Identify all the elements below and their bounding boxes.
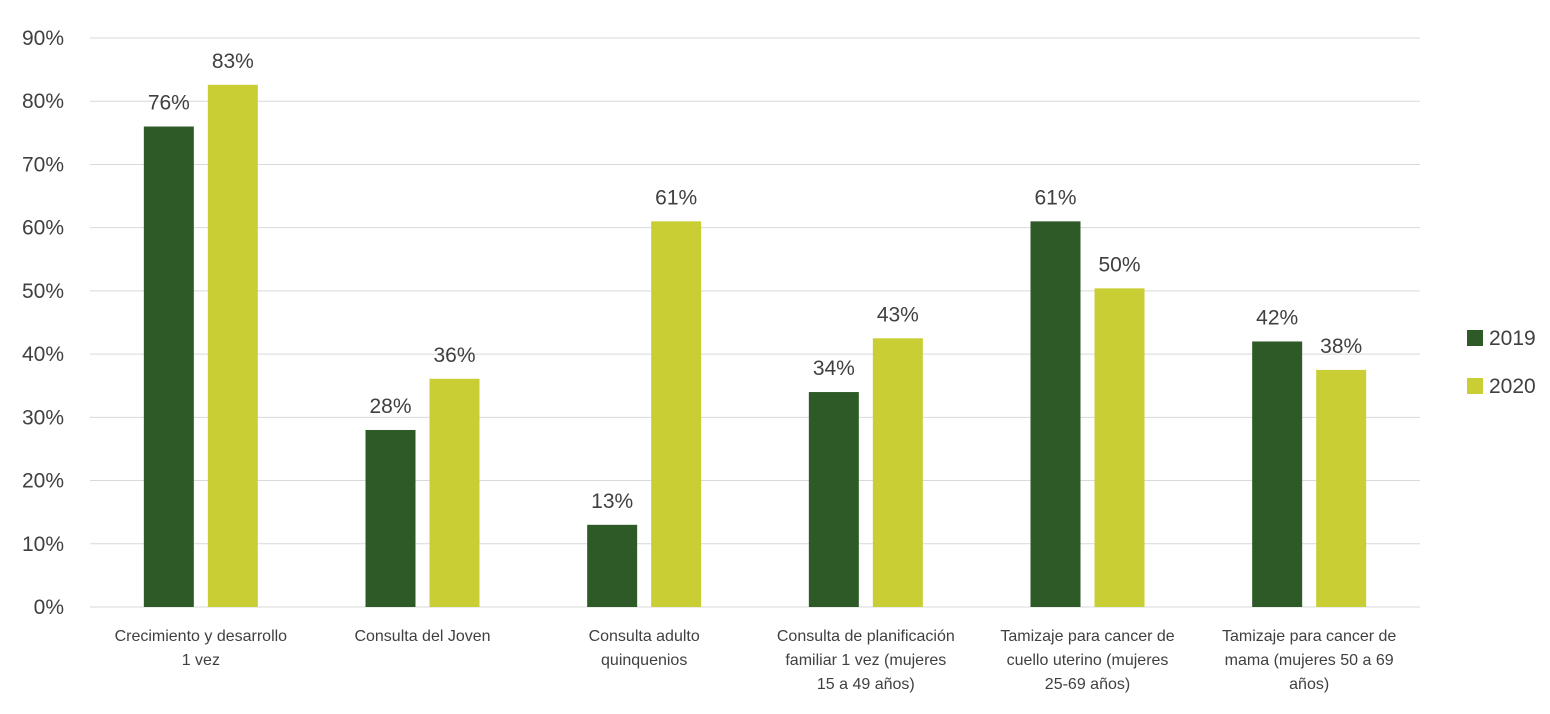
y-tick-label: 90%	[22, 27, 64, 50]
data-label: 61%	[1034, 186, 1076, 209]
category-label: Consulta del Joven	[354, 628, 490, 645]
bar-2019-1	[365, 429, 416, 607]
category-label: familiar 1 vez (mujeres	[785, 652, 946, 669]
bar-2020-0	[207, 84, 258, 608]
category-label: quinquenios	[601, 652, 687, 669]
data-label: 61%	[655, 186, 697, 209]
y-tick-label: 40%	[22, 343, 64, 366]
data-labels: 76% 28% 13% 34% 61% 42% 83% 36% 61% 43% 50% 38%	[148, 50, 1362, 513]
category-label: mama (mujeres 50 a 69	[1225, 652, 1394, 669]
bars	[143, 84, 1367, 608]
category-label: 25-69 años)	[1045, 676, 1130, 693]
legend-swatch-2019	[1467, 330, 1483, 346]
data-label: 50%	[1098, 253, 1140, 276]
legend-label: 2019	[1489, 327, 1536, 350]
gridlines	[90, 37, 1420, 608]
y-tick-label: 10%	[22, 533, 64, 556]
bar-2019-5	[1252, 341, 1303, 607]
y-tick-label: 70%	[22, 153, 64, 176]
category-label: 15 a 49 años)	[817, 676, 915, 693]
data-label: 36%	[433, 344, 475, 367]
data-label: 42%	[1256, 306, 1298, 329]
data-label: 38%	[1320, 335, 1362, 358]
category-label: cuello uterino (mujeres	[1007, 652, 1169, 669]
bar-2019-0	[143, 126, 194, 607]
y-tick-label: 0%	[34, 596, 64, 619]
data-label: 13%	[591, 490, 633, 513]
category-label: Consulta adulto	[589, 628, 700, 645]
category-label: Tamizaje para cancer de	[1000, 628, 1174, 645]
legend-label: 2020	[1489, 375, 1536, 398]
category-label: Crecimiento y desarrollo	[115, 628, 288, 645]
bar-2020-5	[1316, 369, 1367, 607]
category-label: Tamizaje para cancer de	[1222, 628, 1396, 645]
legend: 2019 2020	[1467, 327, 1536, 398]
legend-swatch-2020	[1467, 378, 1483, 394]
category-label: años)	[1289, 676, 1329, 693]
data-label: 28%	[369, 395, 411, 418]
bar-2020-4	[1094, 288, 1145, 607]
bar-2019-2	[587, 524, 638, 607]
y-tick-label: 60%	[22, 217, 64, 240]
data-label: 83%	[212, 50, 254, 73]
bar-2019-4	[1030, 221, 1081, 607]
y-tick-label: 80%	[22, 90, 64, 113]
category-label: 1 vez	[182, 652, 220, 669]
data-label: 43%	[877, 303, 919, 326]
bar-2020-3	[872, 338, 923, 607]
data-label: 34%	[813, 357, 855, 380]
y-tick-label: 50%	[22, 280, 64, 303]
data-label: 76%	[148, 92, 190, 115]
y-tick-label: 30%	[22, 406, 64, 429]
category-label: Consulta de planificación	[777, 628, 955, 645]
y-axis-ticks: 0% 10% 20% 30% 40% 50% 60% 70% 80% 90%	[22, 27, 64, 619]
bar-2020-2	[651, 221, 702, 607]
x-axis-categories: Crecimiento y desarrollo 1 vez Consulta de…	[115, 628, 1397, 693]
bar-2019-3	[808, 392, 859, 607]
y-tick-label: 20%	[22, 470, 64, 493]
bar-2020-1	[429, 378, 480, 607]
